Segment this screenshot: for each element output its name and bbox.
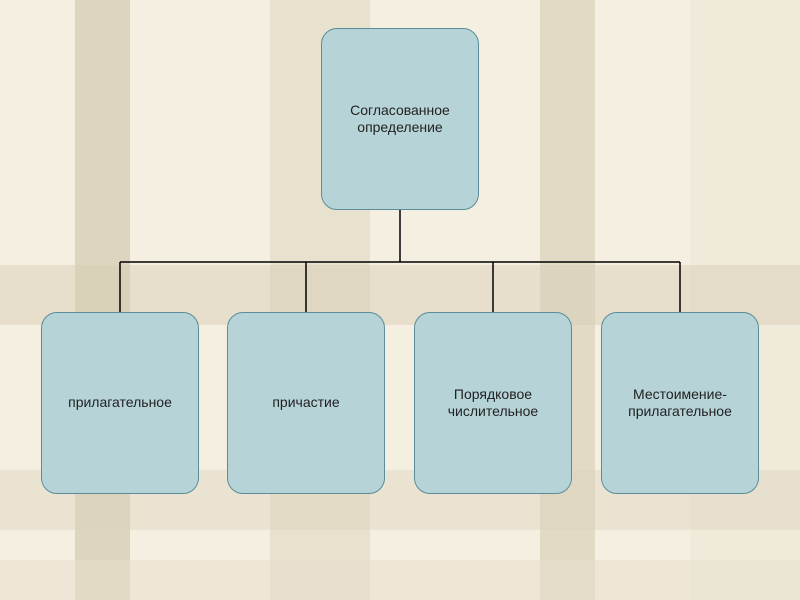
node-label: Согласованное определение [350, 102, 450, 137]
node-label: Порядковое числительное [448, 386, 538, 421]
diagram-canvas: Согласованное определение прилагательное п… [0, 0, 800, 600]
node-label: Местоимение- прилагательное [628, 386, 732, 421]
node-label: причастие [272, 394, 339, 412]
root-node: Согласованное определение [321, 28, 479, 210]
child-node: Порядковое числительное [414, 312, 572, 494]
child-node: прилагательное [41, 312, 199, 494]
child-node: Местоимение- прилагательное [601, 312, 759, 494]
child-node: причастие [227, 312, 385, 494]
node-label: прилагательное [68, 394, 172, 412]
